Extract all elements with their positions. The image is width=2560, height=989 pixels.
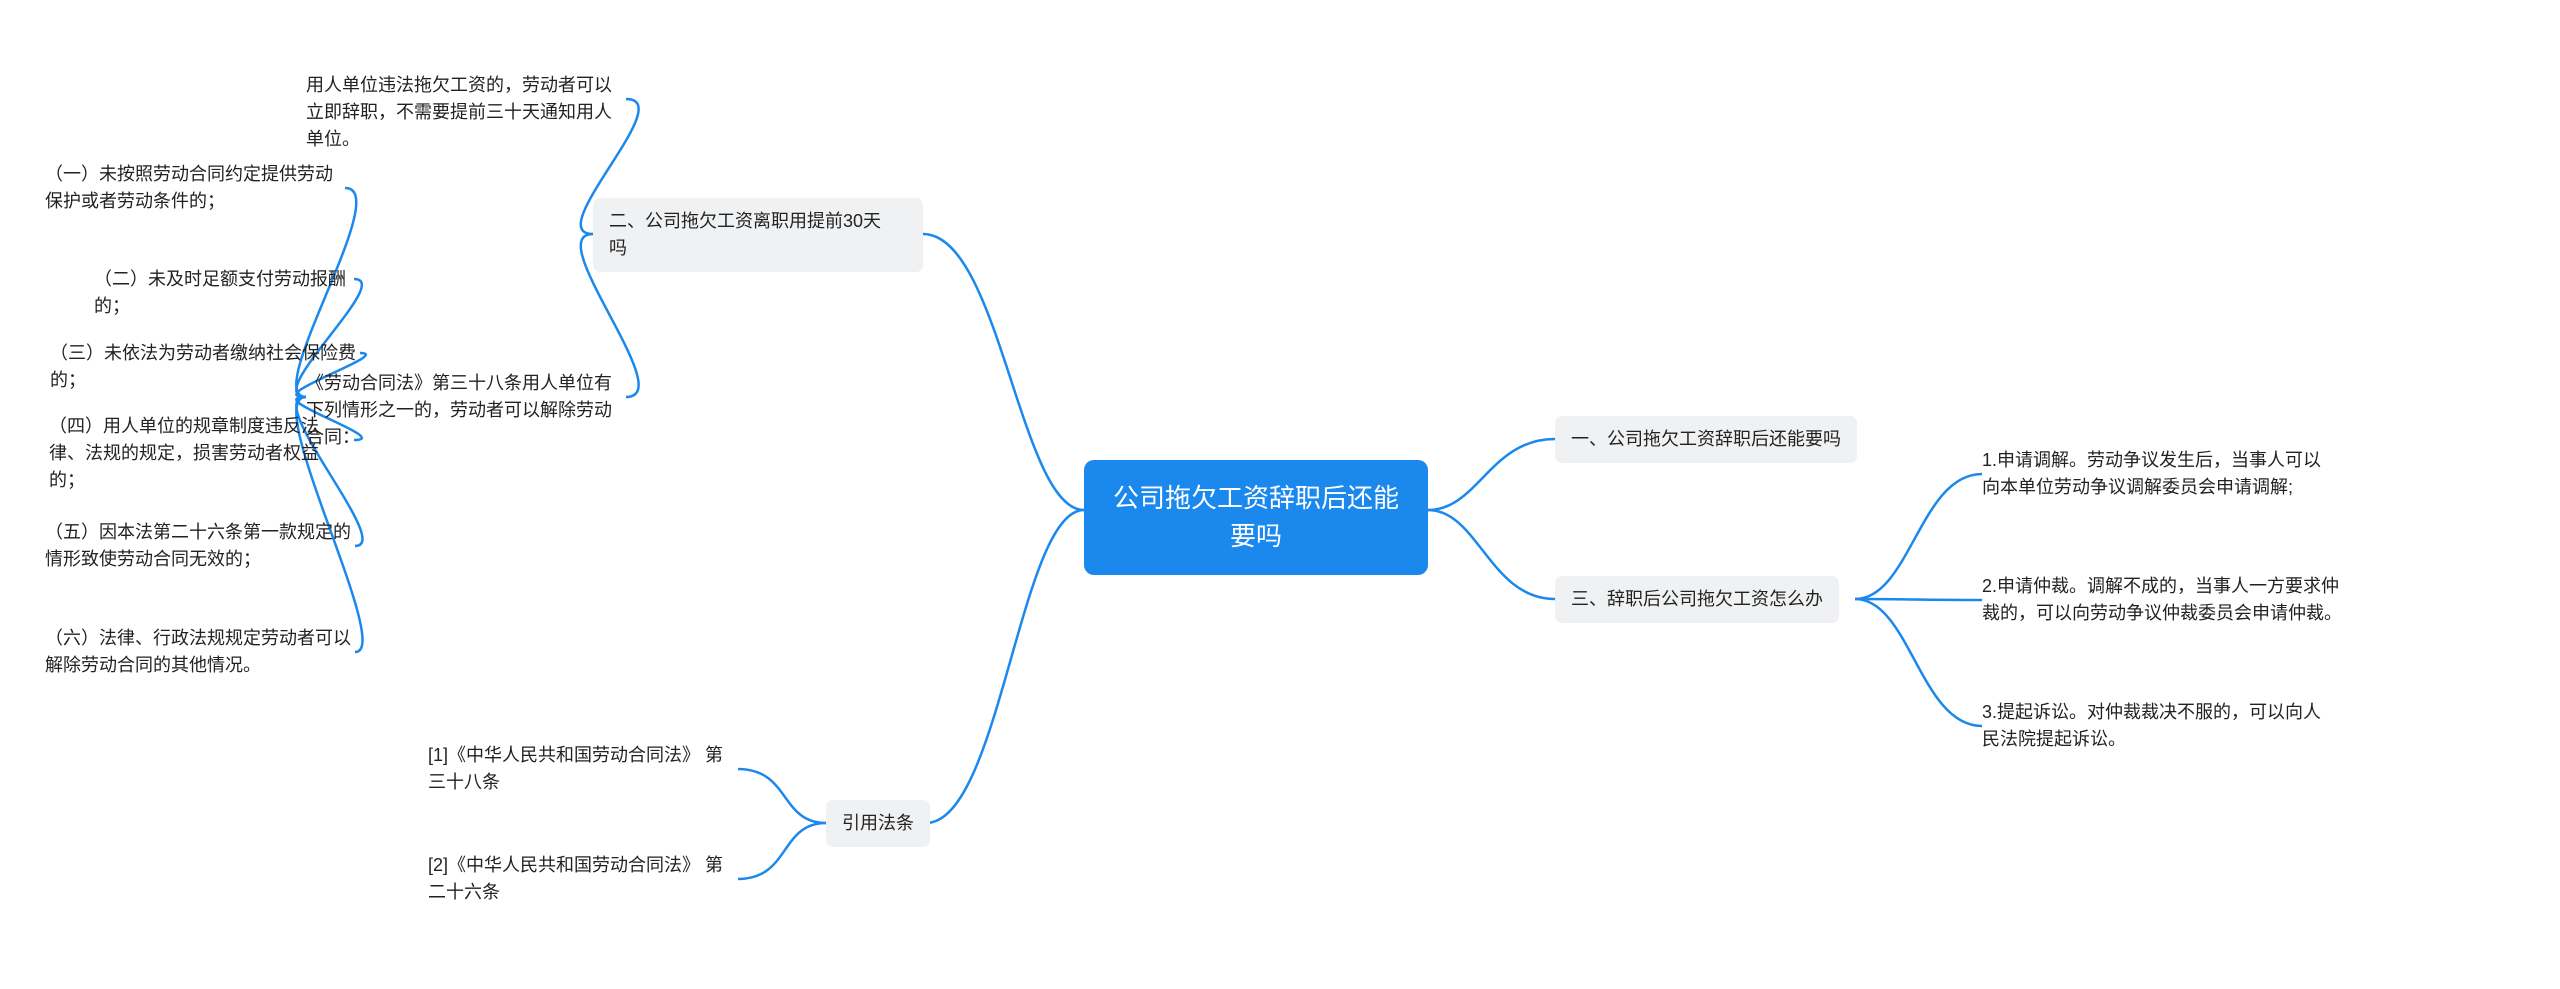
left-b2-gc-6-label: （六）法律、行政法规规定劳动者可以解除劳动合同的其他情况。 <box>45 628 351 675</box>
left-b2-gc-4: （四）用人单位的规章制度违反法律、法规的规定，损害劳动者权益的； <box>49 413 354 494</box>
right-branch-1-label: 一、公司拖欠工资辞职后还能要吗 <box>1571 429 1841 449</box>
right-branch-3[interactable]: 三、辞职后公司拖欠工资怎么办 <box>1555 576 1839 623</box>
cite-child-2-label: [2]《中华人民共和国劳动合同法》 第二十六条 <box>428 855 723 902</box>
right-b3-child-2: 2.申请仲裁。调解不成的，当事人一方要求仲裁的，可以向劳动争议仲裁委员会申请仲裁… <box>1982 573 2342 627</box>
left-b2-gc-5: （五）因本法第二十六条第一款规定的情形致使劳动合同无效的； <box>45 519 355 573</box>
left-b2-child-1-label: 用人单位违法拖欠工资的，劳动者可以立即辞职，不需要提前三十天通知用人单位。 <box>306 75 612 149</box>
left-branch-cite-label: 引用法条 <box>842 813 914 833</box>
cite-child-2: [2]《中华人民共和国劳动合同法》 第二十六条 <box>428 852 738 906</box>
left-b2-gc-4-label: （四）用人单位的规章制度违反法律、法规的规定，损害劳动者权益的； <box>49 416 319 490</box>
left-branch-2-line2: 吗 <box>609 238 627 258</box>
right-b3-child-2-label: 2.申请仲裁。调解不成的，当事人一方要求仲裁的，可以向劳动争议仲裁委员会申请仲裁… <box>1982 576 2342 623</box>
left-b2-gc-5-label: （五）因本法第二十六条第一款规定的情形致使劳动合同无效的； <box>45 522 351 569</box>
center-node[interactable]: 公司拖欠工资辞职后还能 要吗 <box>1084 460 1428 575</box>
left-b2-gc-2: （二）未及时足额支付劳动报酬的； <box>94 266 354 320</box>
center-line2: 要吗 <box>1230 521 1282 551</box>
right-b3-child-1: 1.申请调解。劳动争议发生后，当事人可以向本单位劳动争议调解委员会申请调解; <box>1982 447 2332 501</box>
cite-child-1: [1]《中华人民共和国劳动合同法》 第三十八条 <box>428 742 738 796</box>
right-b3-child-1-label: 1.申请调解。劳动争议发生后，当事人可以向本单位劳动争议调解委员会申请调解; <box>1982 450 2321 497</box>
left-b2-gc-1: （一）未按照劳动合同约定提供劳动保护或者劳动条件的； <box>45 161 345 215</box>
left-branch-2[interactable]: 二、公司拖欠工资离职用提前30天 吗 <box>593 198 923 272</box>
right-branch-3-label: 三、辞职后公司拖欠工资怎么办 <box>1571 589 1823 609</box>
right-branch-1[interactable]: 一、公司拖欠工资辞职后还能要吗 <box>1555 416 1857 463</box>
left-b2-gc-1-label: （一）未按照劳动合同约定提供劳动保护或者劳动条件的； <box>45 164 333 211</box>
left-branch-2-line1: 二、公司拖欠工资离职用提前30天 <box>609 211 881 231</box>
right-b3-child-3-label: 3.提起诉讼。对仲裁裁决不服的，可以向人民法院提起诉讼。 <box>1982 702 2321 749</box>
left-b2-child-1: 用人单位违法拖欠工资的，劳动者可以立即辞职，不需要提前三十天通知用人单位。 <box>306 72 626 153</box>
left-branch-cite[interactable]: 引用法条 <box>826 800 930 847</box>
mindmap-canvas: 公司拖欠工资辞职后还能 要吗 一、公司拖欠工资辞职后还能要吗 三、辞职后公司拖欠… <box>0 0 2560 989</box>
left-b2-gc-2-label: （二）未及时足额支付劳动报酬的； <box>94 269 346 316</box>
left-b2-gc-6: （六）法律、行政法规规定劳动者可以解除劳动合同的其他情况。 <box>45 625 355 679</box>
left-b2-gc-3-label: （三）未依法为劳动者缴纳社会保险费的； <box>50 343 356 390</box>
right-b3-child-3: 3.提起诉讼。对仲裁裁决不服的，可以向人民法院提起诉讼。 <box>1982 699 2332 753</box>
left-b2-gc-3: （三）未依法为劳动者缴纳社会保险费的； <box>50 340 360 394</box>
cite-child-1-label: [1]《中华人民共和国劳动合同法》 第三十八条 <box>428 745 723 792</box>
center-line1: 公司拖欠工资辞职后还能 <box>1113 483 1399 513</box>
